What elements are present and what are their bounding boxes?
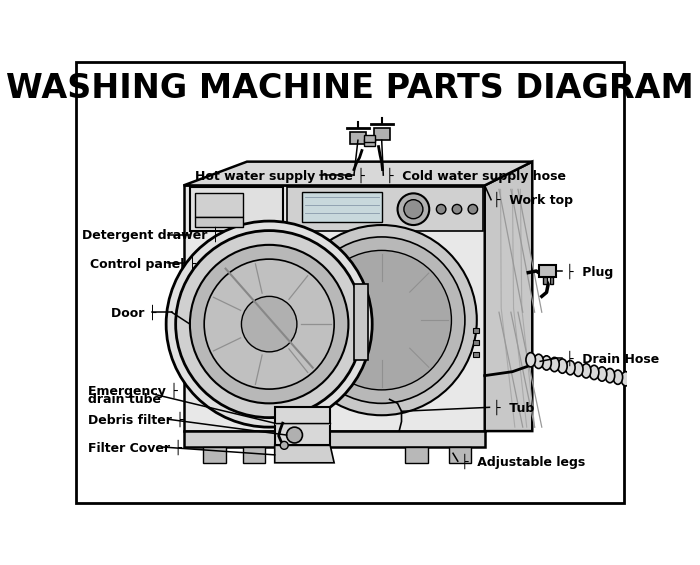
Ellipse shape (550, 358, 559, 372)
Text: ├  Tub: ├ Tub (493, 399, 534, 415)
Circle shape (190, 245, 349, 403)
Circle shape (176, 231, 363, 418)
Bar (204, 447, 225, 463)
Ellipse shape (637, 375, 646, 389)
Polygon shape (274, 445, 334, 463)
Bar (449, 447, 471, 463)
Ellipse shape (613, 370, 622, 384)
Text: drain tube: drain tube (88, 393, 162, 406)
Bar (350, 132, 366, 144)
Circle shape (204, 259, 334, 389)
Ellipse shape (573, 362, 583, 376)
Bar (274, 423, 330, 425)
Ellipse shape (589, 366, 598, 380)
Circle shape (452, 205, 462, 214)
Circle shape (286, 427, 302, 443)
Ellipse shape (629, 373, 638, 388)
Bar (374, 128, 390, 140)
Bar (473, 328, 480, 333)
Bar (183, 431, 484, 447)
Text: Filter Cover ├: Filter Cover ├ (88, 439, 182, 455)
Circle shape (298, 237, 465, 403)
Circle shape (241, 297, 297, 352)
Bar (543, 277, 547, 284)
Ellipse shape (582, 364, 591, 378)
Bar (364, 140, 375, 146)
Bar (183, 185, 484, 431)
Bar (302, 192, 382, 222)
Text: ├  Plug: ├ Plug (566, 263, 612, 279)
Ellipse shape (542, 356, 552, 370)
Polygon shape (484, 162, 532, 431)
Bar (538, 264, 556, 277)
Bar (473, 340, 480, 345)
Text: Hot water supply hose ├: Hot water supply hose ├ (195, 167, 365, 183)
Bar (274, 407, 330, 445)
Bar (354, 285, 368, 360)
Circle shape (468, 205, 477, 214)
Text: ├  Drain Hose: ├ Drain Hose (566, 350, 659, 366)
Circle shape (404, 199, 423, 219)
Text: Debris filter ├: Debris filter ├ (88, 411, 184, 427)
Ellipse shape (621, 372, 631, 386)
Bar (364, 136, 375, 142)
Ellipse shape (597, 367, 607, 381)
Circle shape (312, 250, 452, 390)
Text: ├  Adjustable legs: ├ Adjustable legs (461, 454, 585, 469)
Bar (405, 447, 428, 463)
Bar (286, 187, 483, 231)
Text: Door ├: Door ├ (111, 305, 156, 320)
Bar (195, 217, 243, 227)
Bar (190, 187, 284, 231)
Circle shape (286, 225, 477, 415)
Ellipse shape (534, 354, 543, 368)
Text: Emergency ├: Emergency ├ (88, 382, 178, 398)
Ellipse shape (661, 380, 670, 394)
Ellipse shape (566, 360, 575, 375)
Bar (243, 447, 265, 463)
Ellipse shape (558, 359, 567, 373)
Text: ├  Work top: ├ Work top (493, 192, 573, 207)
Circle shape (398, 193, 429, 225)
Ellipse shape (645, 376, 654, 390)
Bar (473, 352, 480, 357)
Circle shape (166, 221, 372, 427)
Text: WASHING MACHINE PARTS DIAGRAM: WASHING MACHINE PARTS DIAGRAM (6, 72, 694, 105)
Circle shape (436, 205, 446, 214)
Ellipse shape (667, 380, 680, 397)
Bar (195, 193, 243, 217)
Polygon shape (183, 162, 532, 185)
Bar (550, 277, 553, 284)
Circle shape (280, 441, 288, 449)
Text: Detergent drawer ├: Detergent drawer ├ (82, 227, 219, 242)
Text: Control panel ├: Control panel ├ (90, 255, 196, 271)
Ellipse shape (526, 353, 536, 367)
Text: ├  Cold water supply hose: ├ Cold water supply hose (386, 167, 566, 183)
Ellipse shape (606, 368, 615, 383)
Ellipse shape (652, 378, 662, 392)
